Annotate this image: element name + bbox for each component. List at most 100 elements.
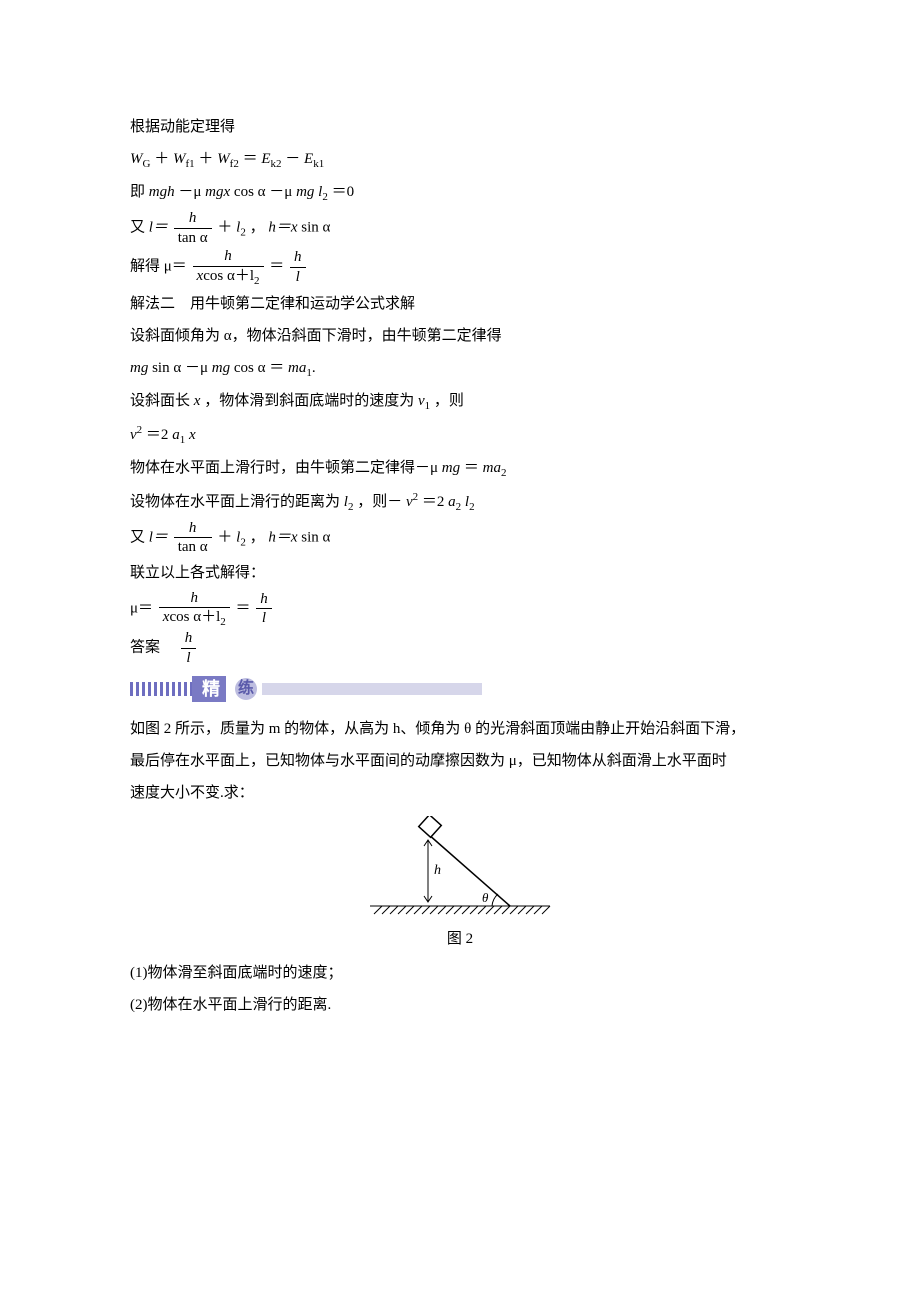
- term: cos α: [234, 360, 266, 376]
- sup: 2: [137, 424, 143, 436]
- sub: f1: [185, 158, 194, 170]
- op-eq: ＝: [236, 600, 251, 616]
- question-2: (2)物体在水平面上滑行的距离.: [130, 990, 790, 1020]
- comma: ，: [250, 529, 265, 545]
- problem-line: 如图 2 所示，质量为 m 的物体，从高为 h、倾角为 θ 的光滑斜面顶端由静止…: [130, 714, 790, 744]
- term: mg: [212, 360, 230, 376]
- numerator: h: [290, 249, 306, 268]
- term: －μ: [269, 184, 292, 200]
- prefix: μ＝: [130, 600, 153, 616]
- term: sin α: [301, 529, 330, 545]
- figure-wrapper: h θ 图 2: [130, 816, 790, 954]
- comma: ，: [250, 219, 265, 235]
- term: ma: [288, 360, 306, 376]
- sym-v: v: [406, 494, 413, 510]
- text-line: 设斜面倾角为 α，物体沿斜面下滑时，由牛顿第二定律得: [130, 321, 790, 351]
- sub: 2: [322, 191, 328, 203]
- term: mg: [130, 360, 148, 376]
- sym-a: a: [172, 427, 180, 443]
- text-line: 根据动能定理得: [130, 112, 790, 142]
- term: sin α: [152, 360, 181, 376]
- block: [419, 816, 442, 837]
- answer-label: 答案: [130, 640, 175, 656]
- term: h＝x: [268, 219, 297, 235]
- figure-inclined-plane: h θ: [350, 816, 570, 926]
- denominator: l: [256, 609, 272, 627]
- numerator: h: [159, 590, 230, 609]
- sym-a: a: [448, 494, 456, 510]
- banner-tail: [262, 683, 482, 695]
- text-line: 联立以上各式解得：: [130, 558, 790, 588]
- sub: k1: [313, 158, 324, 170]
- banner-stripes: [130, 682, 192, 696]
- theta-label: θ: [482, 890, 489, 905]
- equation-energy-expanded: 即 mgh －μ mgx cos α －μ mg l2 ＝0: [130, 177, 790, 208]
- question-1: (1)物体滑至斜面底端时的速度；: [130, 958, 790, 988]
- fraction: h l: [181, 630, 197, 666]
- fraction: h tan α: [174, 520, 212, 556]
- denominator: tan α: [174, 538, 212, 556]
- denominator: tan α: [174, 229, 212, 247]
- text-line: 设斜面长 x ，物体滑到斜面底端时的速度为 v1 ，则: [130, 386, 790, 417]
- problem-line: 速度大小不变.求：: [130, 778, 790, 808]
- answer-line: 答案 h l: [130, 630, 790, 666]
- sub: 2: [220, 616, 226, 628]
- equation-newton-slope: mg sin α －μ mg cos α ＝ ma1.: [130, 353, 790, 384]
- theta-arc: [492, 894, 498, 906]
- term: sin α: [301, 219, 330, 235]
- figure-caption: 图 2: [130, 924, 790, 954]
- height-arrow: [424, 840, 432, 902]
- prefix: 又: [130, 529, 149, 545]
- sup: 2: [413, 491, 419, 503]
- den-cos: cos α＋l: [203, 268, 254, 284]
- fraction: h l: [290, 249, 306, 285]
- numerator: h: [256, 591, 272, 610]
- numerator: h: [193, 248, 264, 267]
- text: ，则: [434, 393, 464, 409]
- op-eq: ＝: [269, 259, 284, 275]
- banner-label-2: 练: [235, 678, 257, 700]
- page: 根据动能定理得 WG ＋ Wf1 ＋ Wf2 ＝ Ek2 － Ek1 即 mgh…: [0, 0, 920, 1302]
- term: mgx: [205, 184, 230, 200]
- equation-l-relation: 又 l＝ h tan α ＋ l2 ， h＝x sin α: [130, 210, 790, 246]
- sub: 2: [348, 501, 354, 513]
- fraction: h xcos α＋l2: [159, 590, 230, 629]
- h-label: h: [434, 863, 441, 878]
- banner-label-1: 精: [192, 676, 226, 702]
- figure-svg: h θ: [350, 816, 570, 926]
- term: ＝0: [332, 184, 355, 200]
- section-banner: 精 练: [130, 676, 790, 702]
- term: mgh: [149, 184, 175, 200]
- denominator: l: [181, 649, 197, 667]
- prefix: 又: [130, 219, 149, 235]
- term: h＝x: [268, 529, 297, 545]
- equation-kinematics-2: 设物体在水平面上滑行的距离为 l2 ，则－ v2 ＝2 a2 l2: [130, 486, 790, 518]
- sym-v: v: [418, 393, 425, 409]
- equation-newton-flat: 物体在水平面上滑行时，由牛顿第二定律得－μ mg ＝ ma2: [130, 453, 790, 484]
- sub: 2: [469, 501, 475, 513]
- sub: 2: [501, 467, 507, 479]
- term: －μ: [185, 360, 208, 376]
- op-eq: ＝: [269, 360, 284, 376]
- prefix: 解得 μ＝: [130, 259, 187, 275]
- numerator: h: [181, 630, 197, 649]
- equation-l-relation-2: 又 l＝ h tan α ＋ l2 ， h＝x sin α: [130, 520, 790, 556]
- op-eq: ＝2: [146, 427, 169, 443]
- dot: .: [312, 360, 316, 376]
- sub: 2: [456, 501, 462, 513]
- text: ，则－: [357, 494, 402, 510]
- op-eq: ＝: [464, 460, 479, 476]
- op-eq: ＝: [243, 151, 258, 167]
- op-plus: ＋: [217, 219, 232, 235]
- den-cos: cos α＋l: [169, 609, 220, 625]
- numerator: h: [174, 520, 212, 539]
- sym-v: v: [130, 427, 137, 443]
- sub: k2: [271, 158, 282, 170]
- method-2-title: 解法二 用牛顿第二定律和运动学公式求解: [130, 289, 790, 319]
- lhs: l＝: [149, 219, 168, 235]
- sym-x: x: [189, 427, 196, 443]
- sym-Wf2: W: [217, 151, 230, 167]
- fraction: h l: [256, 591, 272, 627]
- sym-x: x: [194, 393, 201, 409]
- sub: 2: [254, 275, 260, 287]
